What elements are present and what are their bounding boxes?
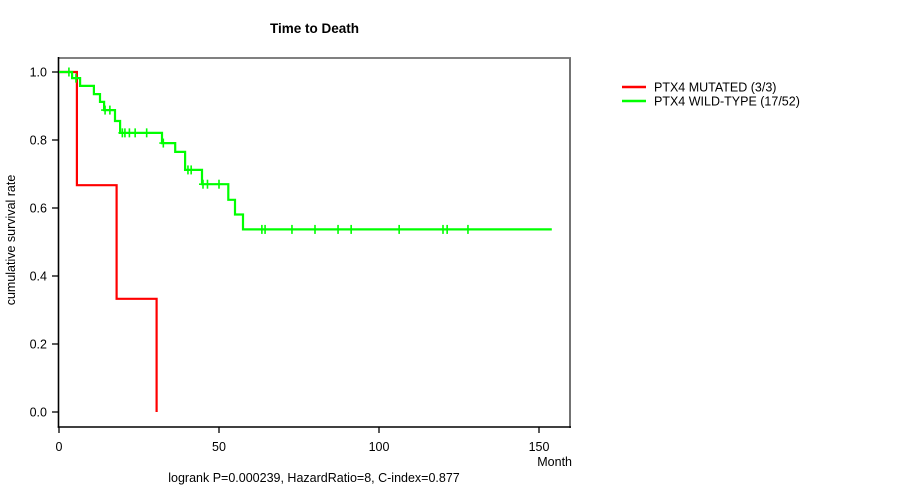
censor-mark-ptx4-wild-type [159, 138, 168, 148]
x-tick-label: 50 [212, 440, 226, 454]
y-tick-label: 0.2 [30, 338, 47, 352]
censor-mark-ptx4-wild-type [463, 224, 472, 234]
censor-mark-ptx4-wild-type [105, 105, 114, 115]
y-axis: 0.0 0.2 0.4 0.6 0.8 1.0 [30, 66, 59, 420]
y-tick-label: 0.4 [30, 270, 47, 284]
km-curve-ptx4-wild-type [59, 70, 552, 231]
x-tick-label: 100 [369, 440, 390, 454]
censor-mark-ptx4-wild-type [287, 224, 296, 234]
censor-mark-ptx4-wild-type [261, 224, 270, 234]
y-tick-label: 0.8 [30, 134, 47, 148]
censor-mark-ptx4-wild-type [215, 179, 223, 189]
censor-mark-ptx4-wild-type [71, 73, 80, 83]
plot-frame [57, 57, 571, 428]
censor-mark-ptx4-wild-type [443, 224, 452, 234]
km-curves [59, 67, 552, 412]
censor-mark-ptx4-wild-type [142, 128, 151, 138]
censor-mark-ptx4-wild-type [395, 224, 404, 234]
censor-mark-ptx4-wild-type [311, 224, 319, 234]
legend-label-mutated: PTX4 MUTATED (3/3) [654, 81, 776, 95]
censor-mark-ptx4-wild-type [334, 224, 343, 234]
y-tick-label: 1.0 [30, 66, 47, 80]
censor-mark-ptx4-wild-type [203, 179, 212, 189]
x-tick-label: 0 [56, 440, 63, 454]
legend-label-wild-type: PTX4 WILD-TYPE (17/52) [654, 95, 800, 109]
x-axis: 0 50 100 150 [56, 427, 550, 454]
legend: PTX4 MUTATED (3/3) PTX4 WILD-TYPE (17/52… [622, 81, 800, 109]
y-axis-label: cumulative survival rate [4, 175, 18, 306]
censor-mark-ptx4-wild-type [187, 165, 196, 175]
chart-title: Time to Death [270, 21, 359, 36]
y-tick-label: 0.6 [30, 202, 47, 216]
censor-mark-ptx4-wild-type [131, 128, 140, 138]
censor-mark-ptx4-wild-type [347, 224, 356, 234]
censor-mark-ptx4-wild-type [64, 67, 73, 77]
y-tick-label: 0.0 [30, 406, 47, 420]
x-tick-label: 150 [529, 440, 550, 454]
x-axis-label: Month [537, 455, 572, 469]
km-curve-ptx4-mutated [59, 70, 158, 412]
stats-annotation: logrank P=0.000239, HazardRatio=8, C-ind… [168, 471, 460, 485]
